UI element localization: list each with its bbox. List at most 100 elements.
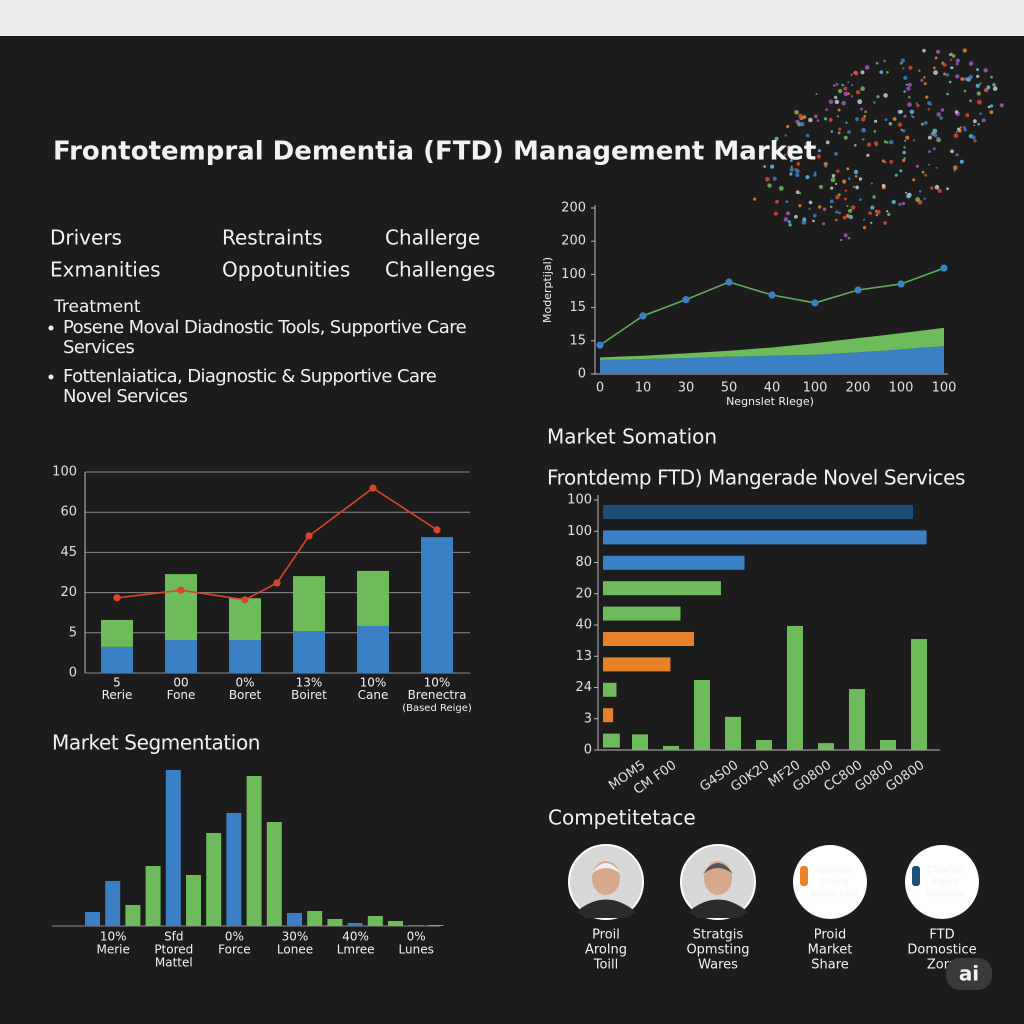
network-dot xyxy=(899,169,903,173)
network-dot xyxy=(903,114,907,118)
network-dot xyxy=(789,172,793,176)
network-dot xyxy=(904,139,907,142)
network-dot xyxy=(818,205,822,209)
network-dot xyxy=(873,101,876,104)
network-dot xyxy=(831,174,836,178)
network-dot xyxy=(954,110,959,114)
network-dot xyxy=(867,142,872,147)
network-dot xyxy=(934,184,940,190)
network-dot xyxy=(834,99,840,105)
network-dot xyxy=(883,140,888,144)
line-marker xyxy=(682,296,690,304)
network-dot xyxy=(860,70,865,75)
x-tick-label: Merie xyxy=(97,943,130,957)
horizontal-bar xyxy=(603,505,914,519)
network-dot xyxy=(843,86,848,91)
portrait-body xyxy=(576,899,636,918)
network-dot xyxy=(798,113,803,118)
bar xyxy=(105,881,121,926)
x-tick-label: Sfd xyxy=(164,930,183,944)
horizontal-bar xyxy=(603,657,671,672)
bar xyxy=(388,921,403,926)
network-dot xyxy=(888,122,893,126)
network-dot xyxy=(859,198,862,202)
x-tick-label: Ptored xyxy=(154,943,193,957)
network-dot xyxy=(835,194,840,200)
y-tick-label: 0 xyxy=(578,367,586,382)
bar xyxy=(787,625,803,750)
x-tick-label: 30 xyxy=(678,381,695,396)
x-tick-label: Boret xyxy=(229,688,262,702)
network-dot xyxy=(829,199,834,204)
line-marker xyxy=(854,286,862,294)
network-dot xyxy=(987,105,991,109)
bar xyxy=(694,680,710,750)
competitor-caption: Opmsting xyxy=(686,943,749,958)
competitor-caption: FTD xyxy=(929,928,954,943)
competitor-caption: Stratgis xyxy=(693,928,744,943)
horizontal-bar xyxy=(603,606,681,621)
network-dot xyxy=(923,121,928,125)
line-marker xyxy=(177,586,185,594)
network-dot xyxy=(795,190,800,194)
network-dot xyxy=(794,167,797,171)
network-dot xyxy=(900,58,906,63)
y-tick-label: 13 xyxy=(575,649,592,664)
network-dot xyxy=(918,69,921,72)
network-dot xyxy=(794,214,798,219)
network-dot xyxy=(808,200,813,205)
network-dot xyxy=(936,112,941,117)
bar xyxy=(347,923,363,926)
network-dot xyxy=(845,121,848,124)
network-dot xyxy=(923,82,927,86)
network-dot xyxy=(808,152,812,156)
network-dot xyxy=(936,136,940,141)
y-tick-label: 80 xyxy=(575,555,592,570)
network-dot xyxy=(828,99,834,105)
network-dot xyxy=(830,186,834,190)
x-tick-label: Fone xyxy=(167,688,196,702)
network-dot xyxy=(794,110,799,115)
area xyxy=(600,346,944,374)
x-tick-label: 0% xyxy=(407,930,426,944)
x-tick-label: Brenectra xyxy=(408,688,467,702)
bar-segment xyxy=(421,537,453,673)
network-dot xyxy=(883,221,887,225)
network-dot xyxy=(785,200,789,204)
x-tick-label: 10% xyxy=(360,676,387,690)
network-dot xyxy=(902,150,906,155)
bullet xyxy=(48,325,54,331)
network-dot xyxy=(920,122,924,126)
factor-label: Oppotunities xyxy=(222,258,350,282)
network-dot xyxy=(932,66,936,70)
network-dot xyxy=(903,157,906,160)
network-dot xyxy=(843,233,848,238)
network-dot xyxy=(841,100,846,106)
logo-text: Flelior xyxy=(933,878,959,888)
network-dot xyxy=(873,130,877,133)
y-tick-label: 15 xyxy=(569,300,586,315)
network-dot xyxy=(787,145,791,150)
network-dot xyxy=(874,119,878,123)
x-tick-label: Lonee xyxy=(277,943,313,957)
network-dot xyxy=(969,99,972,103)
horizontal-bar xyxy=(603,632,694,646)
y-axis-label: Moderptijal) xyxy=(541,257,554,323)
network-dot xyxy=(798,204,802,208)
network-dot xyxy=(870,182,873,185)
bar xyxy=(725,716,741,750)
line-marker xyxy=(273,579,281,587)
network-dot xyxy=(912,139,916,142)
network-dot xyxy=(884,118,888,122)
network-dot xyxy=(795,173,800,178)
network-dot xyxy=(951,54,956,58)
x-tick-label: Cane xyxy=(358,688,389,702)
bar-segment xyxy=(101,619,133,647)
network-dot xyxy=(984,88,989,93)
network-dot xyxy=(876,96,878,98)
network-dot xyxy=(815,93,818,95)
network-dot xyxy=(770,164,775,169)
network-dot xyxy=(816,119,820,122)
logo-text: Astalless xyxy=(815,866,853,876)
network-dot xyxy=(861,117,866,122)
